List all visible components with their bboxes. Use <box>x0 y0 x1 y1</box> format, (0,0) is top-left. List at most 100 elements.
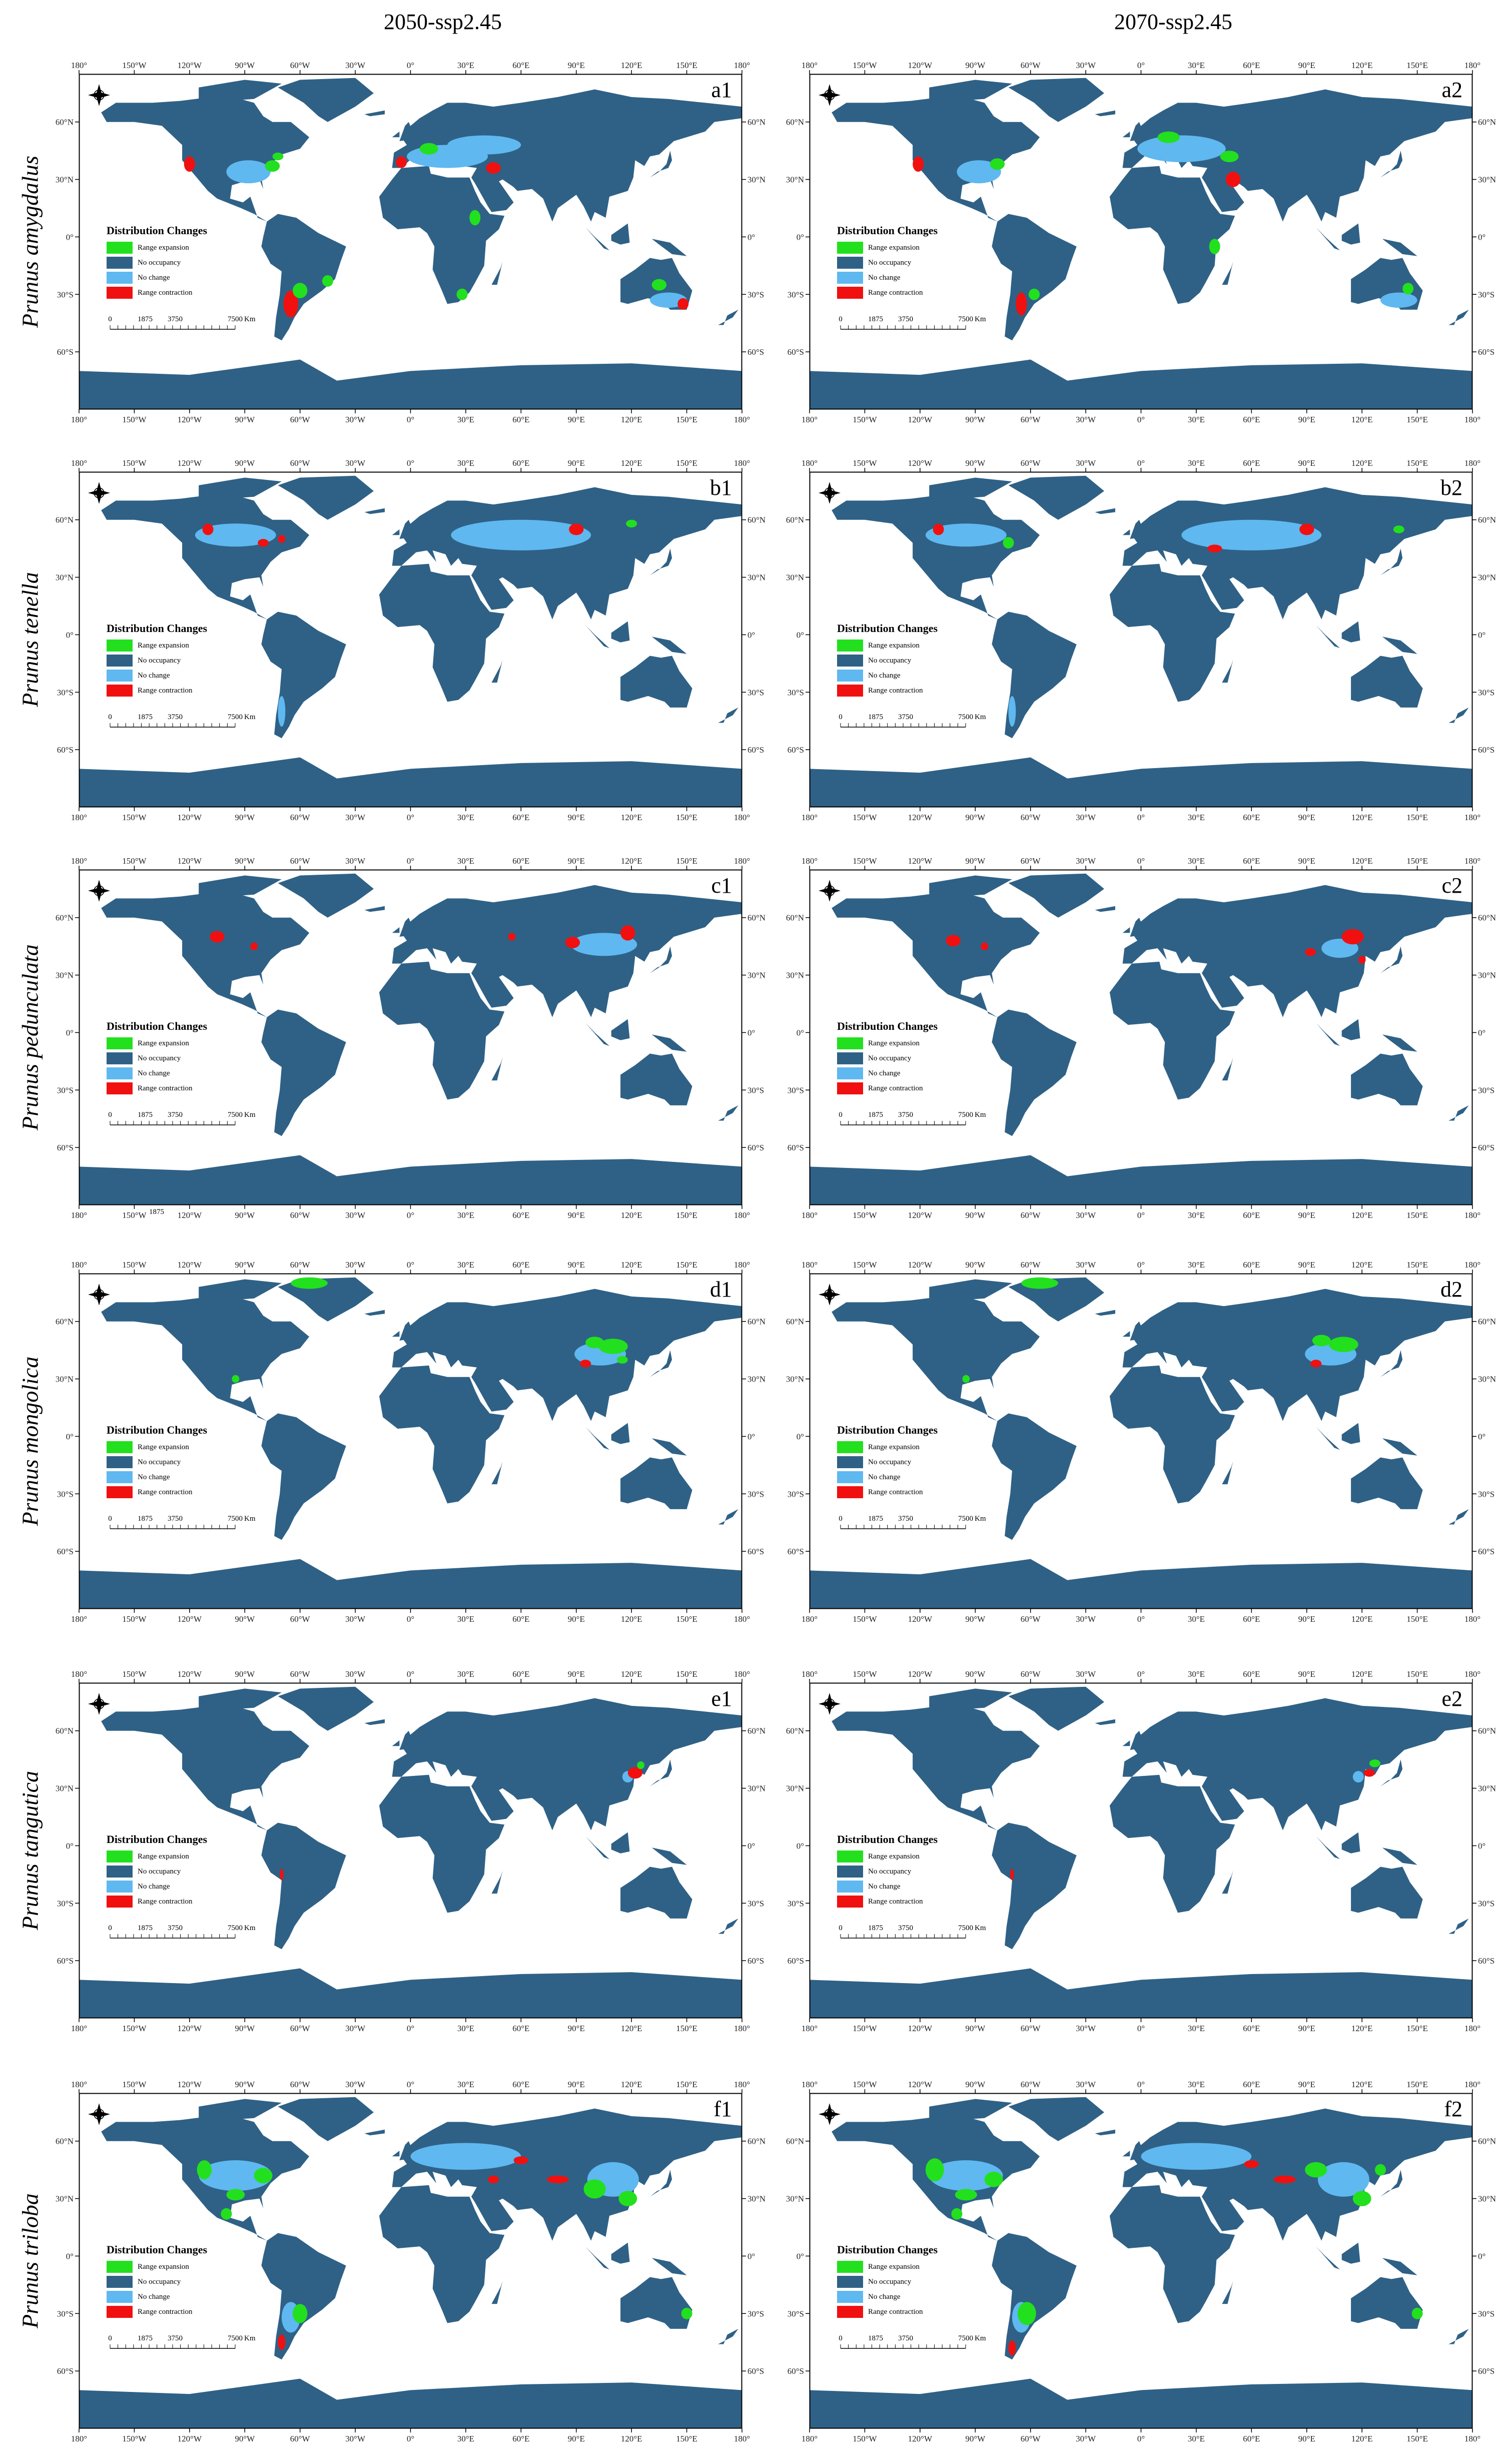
x-tick-label-top: 60°E <box>1243 458 1260 468</box>
x-tick-label-top: 60°E <box>1243 856 1260 866</box>
map-panel: 180° 180° 150°W 150°W 120°W 120°W 90°W 90°W 60°W… <box>786 856 1496 1220</box>
y-tick-label-right: 0° <box>747 232 755 242</box>
x-tick-label-top: 90°E <box>568 2080 585 2089</box>
map-panel: 180° 180° 150°W 150°W 120°W 120°W 90°W 90°W 60°W… <box>56 1669 766 2033</box>
x-tick-label-bottom: 120°W <box>908 813 933 822</box>
x-tick-label-top: 120°W <box>908 856 933 866</box>
x-tick-label-top: 30°E <box>1188 1260 1205 1270</box>
land-mass <box>491 2281 503 2304</box>
x-tick-label-bottom: 150°W <box>122 415 147 424</box>
distribution-change-patch <box>1411 2307 1423 2319</box>
x-tick-label-bottom: 90°E <box>568 415 585 424</box>
scale-tick-label: 1875 <box>868 1111 883 1119</box>
land-mass <box>810 1155 1472 1205</box>
north-arrow-icon <box>819 1693 841 1715</box>
land-mass <box>651 637 687 654</box>
distribution-change-patch <box>278 696 286 727</box>
y-tick-label-right: 60°N <box>1478 515 1496 525</box>
x-tick-label-top: 90°W <box>235 61 255 70</box>
legend-swatch <box>837 257 863 269</box>
x-tick-label-top: 120°E <box>1351 61 1373 70</box>
land-mass <box>1008 475 1104 520</box>
legend-swatch <box>837 670 863 682</box>
x-tick-label-bottom: 180° <box>1464 2434 1480 2443</box>
x-tick-label-bottom: 150°E <box>676 1614 697 1624</box>
column-title-2050: 2050-ssp2.45 <box>384 10 502 34</box>
distribution-change-patch <box>1209 239 1220 254</box>
x-tick-label-bottom: 120°W <box>908 2024 933 2033</box>
land-mass <box>1448 1509 1469 1525</box>
distribution-change-patch <box>598 1339 628 1354</box>
legend-item: No occupancy <box>107 1864 207 1879</box>
north-arrow-icon <box>819 880 841 902</box>
land-mass <box>1130 122 1145 141</box>
distribution-change-patch <box>1244 2160 1259 2168</box>
land-mass <box>718 1105 738 1121</box>
legend-swatch <box>107 1456 133 1468</box>
x-tick-label-top: 180° <box>734 2080 750 2089</box>
x-tick-label-top: 180° <box>734 1260 750 1270</box>
x-tick-label-bottom: 150°E <box>676 1210 697 1220</box>
land-mass <box>929 1279 1012 1303</box>
legend-swatch <box>107 2291 133 2303</box>
legend-item: Range expansion <box>837 638 938 653</box>
x-tick-label-top: 180° <box>71 458 87 468</box>
x-tick-label-top: 120°W <box>908 1260 933 1270</box>
land-mass <box>199 875 282 899</box>
x-tick-label-top: 60°W <box>1021 856 1041 866</box>
x-tick-label-top: 30°W <box>1076 1669 1096 1679</box>
y-tick-label-right: 30°S <box>1478 688 1494 697</box>
land-mass <box>399 2141 414 2160</box>
x-tick-label-top: 180° <box>1464 458 1480 468</box>
x-tick-label-bottom: 120°E <box>621 813 642 822</box>
x-tick-label-bottom: 60°E <box>1243 813 1260 822</box>
map-panel: 180° 180° 150°W 150°W 120°W 120°W 90°W 90°W 60°W… <box>56 2080 766 2443</box>
x-tick-label-bottom: 150°W <box>122 1210 147 1220</box>
land-mass <box>1095 110 1115 117</box>
x-tick-label-top: 180° <box>71 2080 87 2089</box>
land-mass <box>101 1704 310 1830</box>
scale-tick-label: 0 <box>108 1515 112 1523</box>
legend-item-label: No change <box>868 1069 901 1077</box>
y-tick-label-right: 60°N <box>1478 118 1496 127</box>
y-tick-label-left: 30°S <box>57 688 74 697</box>
y-tick-label-right: 0° <box>1478 630 1485 640</box>
legend-item-label: Range contraction <box>868 1897 923 1906</box>
row-label-species: Prunus tangutica <box>0 1683 60 2018</box>
y-tick-label-left: 30°S <box>57 1085 74 1095</box>
x-tick-label-bottom: 180° <box>734 1614 750 1624</box>
species-name: Prunus tangutica <box>17 1770 43 1931</box>
land-mass <box>832 1704 1040 1830</box>
legend-swatch <box>107 1471 133 1483</box>
x-tick-label-top: 120°E <box>621 2080 642 2089</box>
x-tick-label-top: 90°E <box>1298 1669 1315 1679</box>
y-tick-label-left: 0° <box>66 1841 74 1851</box>
scale-tick-label: 1875 <box>138 1515 153 1523</box>
x-tick-label-top: 180° <box>71 856 87 866</box>
land-mass <box>1008 1686 1104 1731</box>
map-panel: 180° 180° 150°W 150°W 120°W 120°W 90°W 90°W 60°W… <box>786 1669 1496 2033</box>
land-mass <box>1122 1698 1472 1830</box>
legend-item-label: No occupancy <box>868 258 912 267</box>
scale-unit: Km <box>975 713 986 721</box>
distribution-change-patch <box>184 156 195 172</box>
legend-item-label: Range contraction <box>868 2307 923 2316</box>
x-tick-label-bottom: 120°W <box>178 1210 202 1220</box>
x-tick-label-top: 150°W <box>853 61 877 70</box>
x-tick-label-bottom: 90°W <box>965 2024 986 2033</box>
x-tick-label-bottom: 30°E <box>1188 415 1205 424</box>
x-tick-label-bottom: 150°E <box>1406 415 1428 424</box>
land-mass <box>1095 1719 1115 1725</box>
x-tick-label-bottom: 90°E <box>568 1614 585 1624</box>
x-tick-label-bottom: 60°W <box>1021 1210 1041 1220</box>
legend-title: Distribution Changes <box>107 1424 208 1436</box>
y-tick-label-left: 0° <box>66 232 74 242</box>
land-mass <box>491 1461 503 1485</box>
legend-item-label: No change <box>138 1882 170 1891</box>
land-mass <box>79 1559 742 1609</box>
legend: Distribution Changes Range expansion No oc… <box>107 1833 207 1909</box>
land-mass <box>1382 239 1417 256</box>
distribution-change-patch <box>283 290 298 318</box>
legend-swatch <box>837 1052 863 1064</box>
scale-tick-label: 7500 <box>958 713 973 721</box>
